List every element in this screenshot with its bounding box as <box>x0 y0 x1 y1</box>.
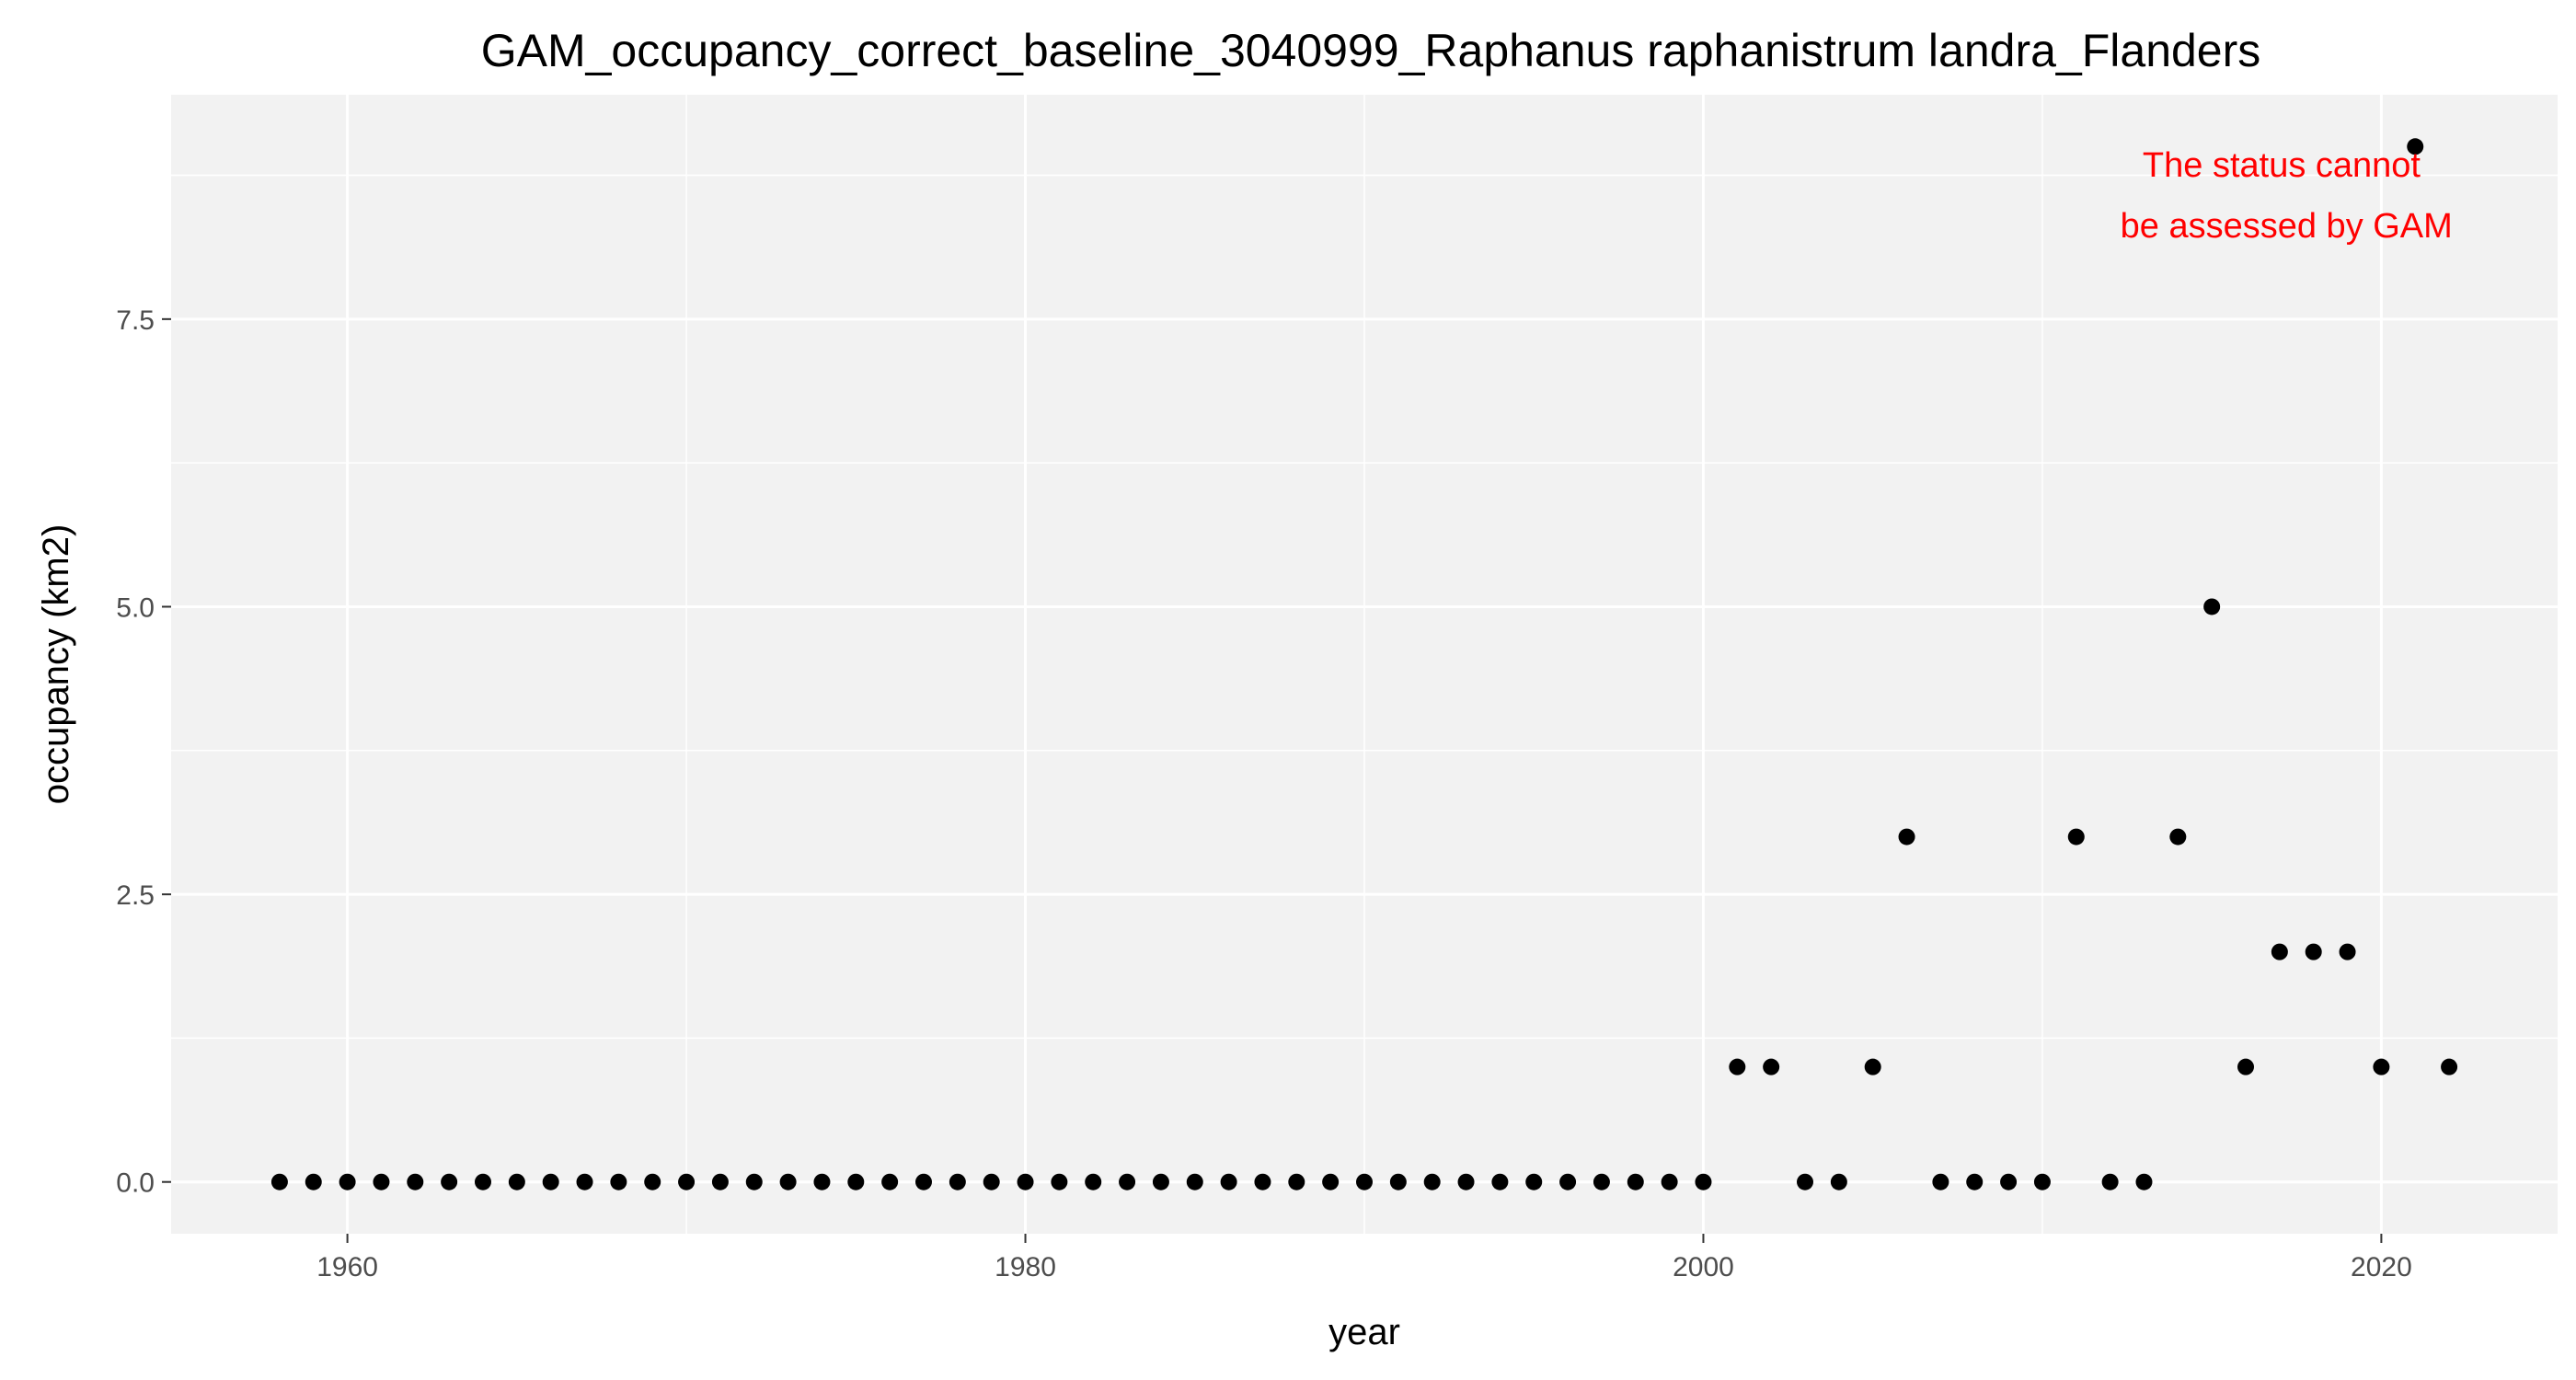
data-point <box>1457 1173 1475 1190</box>
data-point <box>1729 1058 1746 1075</box>
data-point <box>1288 1173 1305 1190</box>
data-point <box>407 1173 424 1190</box>
data-point <box>1661 1173 1678 1190</box>
data-point <box>2339 943 2356 960</box>
data-point <box>983 1173 1000 1190</box>
data-point <box>2101 1173 2119 1190</box>
data-point <box>2441 1058 2458 1075</box>
data-point <box>678 1173 696 1190</box>
data-point <box>2000 1173 2018 1190</box>
data-point <box>2203 598 2221 615</box>
data-point <box>914 1173 932 1190</box>
data-point <box>576 1173 593 1190</box>
data-point <box>1797 1173 1814 1190</box>
status-annotation: The status cannot be assessed by GAM <box>2121 146 2453 246</box>
annotation-line-2: be assessed by GAM <box>2121 207 2453 246</box>
data-point <box>881 1173 899 1190</box>
data-point <box>2135 1173 2153 1190</box>
data-point <box>1491 1173 1509 1190</box>
y-axis: 0.0 2.5 5.0 7.5 <box>116 305 171 1199</box>
data-point <box>1152 1173 1169 1190</box>
data-point <box>373 1173 390 1190</box>
data-point <box>847 1173 865 1190</box>
data-point <box>1085 1173 1102 1190</box>
data-point <box>2169 828 2187 845</box>
data-point <box>1186 1173 1203 1190</box>
y-tick-label: 7.5 <box>116 305 155 336</box>
data-point <box>1898 828 1915 845</box>
data-point <box>644 1173 661 1190</box>
chart-title: GAM_occupancy_correct_baseline_3040999_R… <box>481 25 2261 76</box>
data-point <box>270 1173 288 1190</box>
data-point <box>1695 1173 1712 1190</box>
data-point <box>2067 828 2085 845</box>
data-points <box>270 138 2458 1190</box>
data-point <box>2271 943 2288 960</box>
data-point <box>1966 1173 1984 1190</box>
x-tick-label: 2020 <box>2351 1252 2412 1282</box>
data-point <box>711 1173 729 1190</box>
data-point <box>610 1173 627 1190</box>
data-point <box>2033 1173 2051 1190</box>
data-point <box>2407 138 2424 155</box>
x-tick-label: 2000 <box>1673 1252 1734 1282</box>
data-point <box>1254 1173 1271 1190</box>
data-point <box>949 1173 966 1190</box>
data-point <box>339 1173 356 1190</box>
data-point <box>1593 1173 1610 1190</box>
data-point <box>1051 1173 1068 1190</box>
data-point <box>1119 1173 1136 1190</box>
y-tick-label: 2.5 <box>116 880 155 911</box>
data-point <box>441 1173 458 1190</box>
data-point <box>745 1173 763 1190</box>
x-tick-label: 1960 <box>316 1252 378 1282</box>
data-point <box>1017 1173 1034 1190</box>
x-tick-label: 1980 <box>995 1252 1056 1282</box>
data-point <box>1932 1173 1949 1190</box>
data-point <box>1864 1058 1881 1075</box>
data-point <box>2373 1058 2390 1075</box>
major-grid <box>171 95 2558 1234</box>
y-axis-title: occupancy (km2) <box>36 524 76 805</box>
data-point <box>542 1173 559 1190</box>
data-point <box>813 1173 831 1190</box>
y-tick-label: 5.0 <box>116 592 155 623</box>
minor-grid <box>171 95 2558 1234</box>
data-point <box>2305 943 2322 960</box>
data-point <box>1423 1173 1441 1190</box>
data-point <box>1627 1173 1644 1190</box>
data-point <box>1322 1173 1340 1190</box>
data-point <box>1356 1173 1373 1190</box>
data-point <box>779 1173 797 1190</box>
data-point <box>305 1173 322 1190</box>
data-point <box>1220 1173 1237 1190</box>
x-axis: 1960 1980 2000 2020 <box>316 1234 2412 1282</box>
x-axis-title: year <box>1328 1312 1400 1352</box>
data-point <box>474 1173 491 1190</box>
data-point <box>2237 1058 2255 1075</box>
y-tick-label: 0.0 <box>116 1168 155 1199</box>
data-point <box>1763 1058 1780 1075</box>
data-point <box>1559 1173 1577 1190</box>
annotation-line-1: The status cannot <box>2143 146 2421 185</box>
data-point <box>1525 1173 1543 1190</box>
data-point <box>508 1173 525 1190</box>
data-point <box>1389 1173 1407 1190</box>
data-point <box>1830 1173 1847 1190</box>
